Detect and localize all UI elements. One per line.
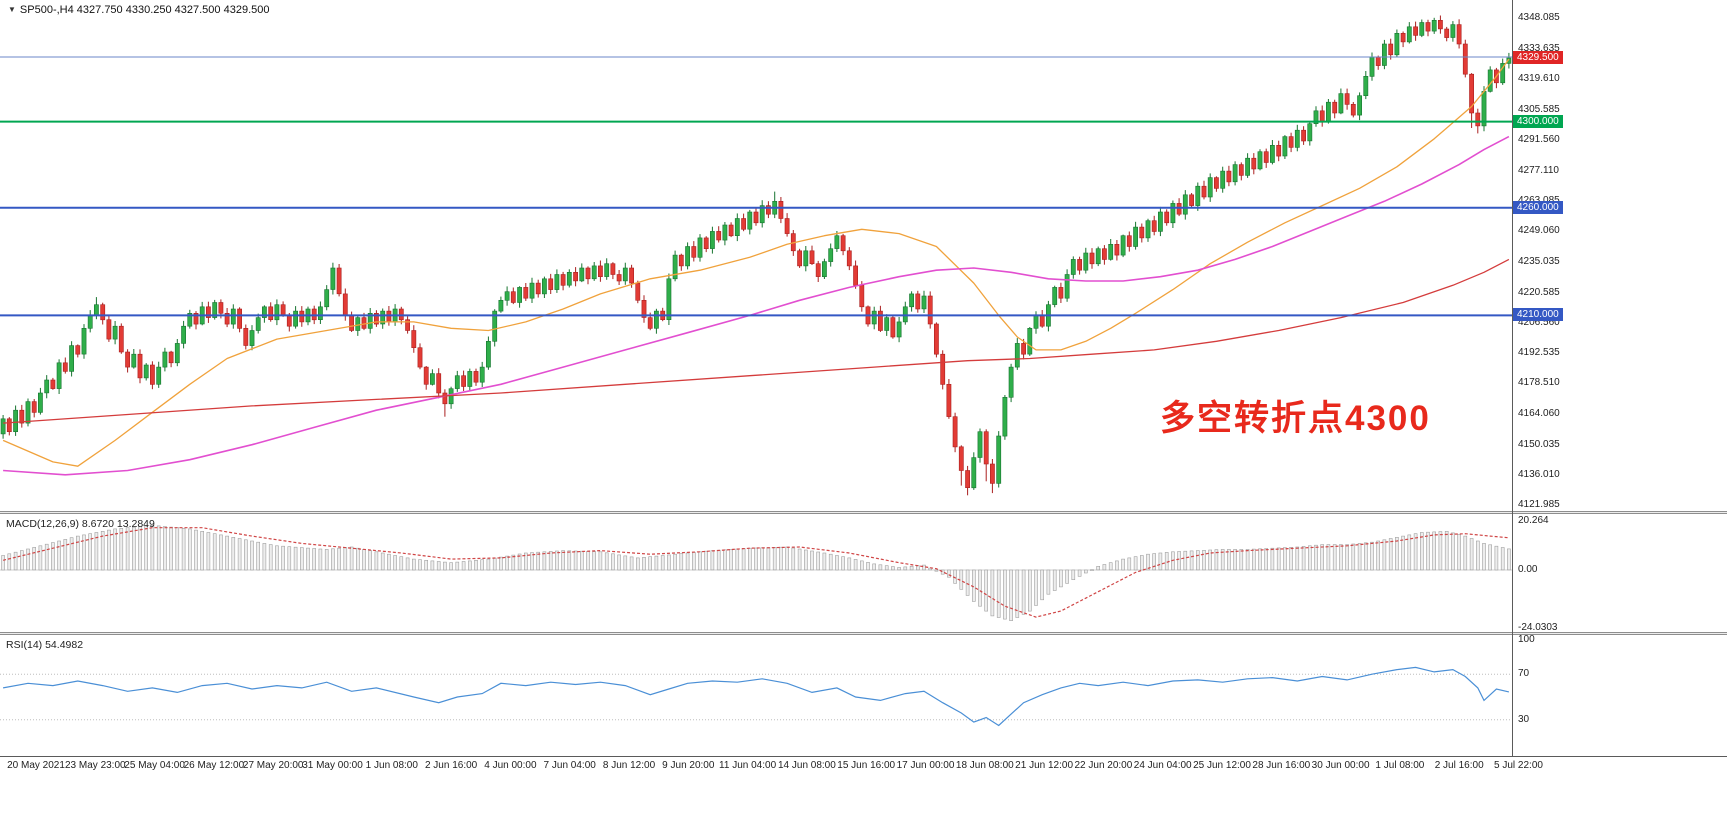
time-axis-label: 24 Jun 04:00 [1133,760,1192,771]
price-axis-label: 4305.585 [1518,103,1560,115]
time-axis-label: 2 Jul 16:00 [1434,760,1484,771]
time-axis-label: 14 Jun 08:00 [777,760,836,771]
time-axis[interactable]: 20 May 2021 23 May 23:00 25 May 04:00 26 Ma… [0,757,1727,779]
price-axis-label: 4277.110 [1518,164,1559,176]
time-axis-label: 27 May 20:00 [242,760,304,771]
price-axis-label: 4164.060 [1518,408,1560,420]
panel-splitter[interactable] [0,632,1727,635]
macd-indicator-chart[interactable] [0,514,1512,632]
price-tag: 4210.000 [1513,308,1563,322]
price-axis-label: 4333.635 [1518,43,1560,55]
rsi-label: RSI(14) 54.4982 [6,639,84,651]
rsi-scale-label: 70 [1518,668,1530,680]
time-axis-label: 28 Jun 16:00 [1252,760,1311,771]
time-axis-label: 7 Jun 04:00 [543,760,596,771]
time-axis-label: 20 May 2021 [7,760,65,771]
price-axis-label: 4150.035 [1518,438,1560,450]
time-axis-label: 23 May 23:00 [64,760,126,771]
time-axis-label: 31 May 00:00 [302,760,363,771]
time-axis-label: 18 Jun 08:00 [955,760,1014,771]
macd-scale-label: 0.00 [1518,563,1538,575]
price-axis-label: 4121.985 [1518,499,1560,510]
price-axis-label: 4263.085 [1518,195,1560,206]
price-tag: 4260.000 [1513,200,1563,214]
symbol-ohlc-header: ▼ SP500-,H4 4327.750 4330.250 4327.500 43… [8,4,269,16]
time-axis-label: 26 May 12:00 [183,760,245,771]
time-axis-label: 5 Jul 22:00 [1494,760,1543,771]
price-axis-label: 4178.510 [1518,377,1560,389]
annotation-text[interactable]: 多空转折点4300 [1160,399,1431,438]
macd-label: MACD(12,26,9) 8.6720 13.2849 [6,518,155,530]
price-axis-label: 4319.610 [1518,73,1560,85]
time-axis-label: 17 Jun 00:00 [896,760,955,771]
time-axis-label: 22 Jun 20:00 [1074,760,1133,771]
price-axis-label: 4249.060 [1518,225,1560,237]
rsi-scale-label: 100 [1518,634,1535,645]
price-axis-label: 4235.035 [1518,255,1560,267]
price-axis-label: 4291.560 [1518,133,1560,145]
time-axis-label: 21 Jun 12:00 [1015,760,1074,771]
time-axis-label: 4 Jun 00:00 [484,760,537,771]
time-axis-label: 8 Jun 12:00 [602,760,656,771]
time-axis-label: 15 Jun 16:00 [837,760,896,771]
price-axis[interactable]: 4348.085 4333.635 4319.610 4305.585 4291.560… [1512,0,1727,756]
macd-scale-label: -24.0303 [1518,622,1558,633]
time-axis-label: 2 Jun 16:00 [424,760,478,771]
time-axis-label: 30 Jun 00:00 [1311,760,1370,771]
time-axis-label: 1 Jun 08:00 [365,760,418,771]
time-axis-label: 9 Jun 20:00 [662,760,715,771]
main-price-chart[interactable] [0,0,1512,511]
macd-scale-label: 20.264 [1518,515,1549,526]
time-scale-divider [0,756,1727,757]
time-axis-label: 25 Jun 12:00 [1193,760,1251,771]
chart-collapse-icon[interactable]: ▼ [8,5,16,14]
price-tag: 4300.000 [1513,114,1563,128]
time-axis-label: 1 Jul 08:00 [1375,760,1425,771]
time-axis-label: 11 Jun 04:00 [719,760,777,771]
price-scale-divider [1512,0,1513,756]
rsi-scale-label: 30 [1518,713,1530,725]
price-axis-label: 4348.085 [1518,12,1560,23]
symbol-ohlc-text: SP500-,H4 4327.750 4330.250 4327.500 432… [19,4,270,16]
price-axis-label: 4136.010 [1518,468,1560,480]
price-axis-label: 4206.560 [1518,316,1560,328]
price-axis-label: 4192.535 [1518,347,1560,359]
price-tag: 4329.500 [1513,51,1563,65]
panel-splitter[interactable] [0,511,1727,514]
rsi-indicator-chart[interactable] [0,635,1512,756]
time-axis-label: 25 May 04:00 [124,760,185,771]
price-axis-label: 4220.585 [1518,286,1560,298]
